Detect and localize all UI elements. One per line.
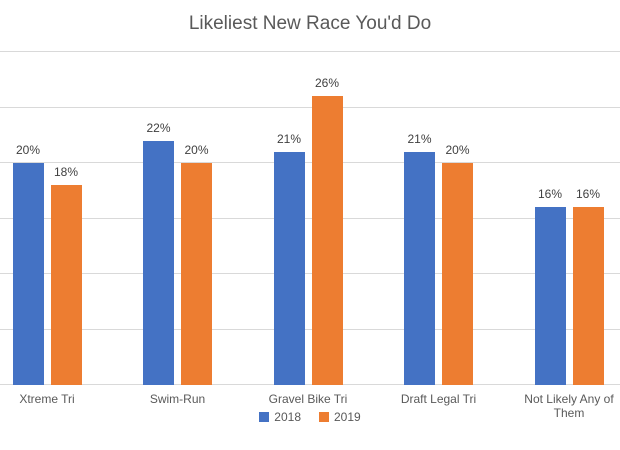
bar-2019 [50,185,82,385]
bar-value-label: 26% [314,76,340,91]
bar-value-label: 20% [15,143,41,157]
chart-title: Likeliest New Race You'd Do [188,13,432,34]
legend-item-2019: 2019 [319,410,361,424]
legend-label: 2018 [274,410,301,424]
x-axis-label: Gravel Bike Tri [268,392,348,406]
legend-label: 2019 [334,410,361,424]
bar-value-label: 16% [575,187,601,202]
plot-area: 20% 22% 21% 21% 16% 18% 20% 26% 20% 16% [0,51,620,385]
bar-value-label: 18% [53,165,79,180]
bar-2018 [12,163,44,385]
bar-value-label: 20% [445,143,470,157]
bar-value-label: 16% [537,187,563,202]
bar-value-label: 22% [146,120,171,135]
bar-2019 [181,163,212,385]
bar-2019 [442,163,473,385]
bar-2018 [534,207,566,385]
bar-value-label: 20% [184,143,209,157]
x-axis-label: Draft Legal Tri [400,392,477,406]
gridline [0,328,620,330]
x-axis-label: Xtreme Tri [19,392,75,406]
bar-2019 [311,96,343,385]
bar-value-label: 21% [276,131,302,146]
bar-2018 [143,140,174,385]
x-axis-line [0,384,620,385]
bar-2019 [572,207,604,385]
x-axis-label: Not Likely Any of Them [524,392,614,421]
gridline [0,51,620,52]
gridline [0,106,620,108]
bar-2018 [273,151,305,385]
legend-swatch-icon [319,412,329,422]
legend-item-2018: 2018 [259,410,301,424]
bar-2018 [404,151,435,385]
gridline [0,217,620,219]
x-axis-label: Swim-Run [149,392,206,406]
bar-value-label: 21% [407,131,432,146]
legend-swatch-icon [259,412,270,422]
gridline [0,273,620,274]
gridline [0,162,620,163]
legend: 2018 2019 [0,410,620,424]
